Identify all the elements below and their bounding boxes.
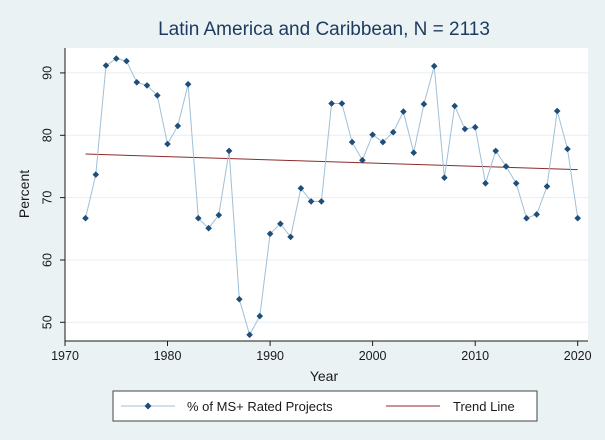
data-point bbox=[338, 100, 346, 107]
data-point bbox=[256, 312, 264, 320]
data-point bbox=[154, 92, 161, 99]
data-point bbox=[92, 171, 100, 178]
data-point bbox=[246, 331, 253, 339]
data-point bbox=[277, 220, 284, 228]
x-axis-title: Year bbox=[310, 368, 339, 384]
data-point bbox=[123, 57, 130, 65]
data-point bbox=[512, 180, 520, 187]
y-tick-label: 90 bbox=[40, 66, 54, 80]
data-point bbox=[410, 149, 417, 156]
data-point bbox=[318, 198, 325, 205]
data-point bbox=[307, 198, 315, 205]
legend-box bbox=[112, 390, 538, 422]
legend: % of MS+ Rated Projects Trend Line bbox=[112, 390, 538, 422]
legend-trend-label: Trend Line bbox=[453, 399, 515, 414]
data-point bbox=[553, 107, 561, 115]
data-point bbox=[369, 131, 376, 138]
data-point bbox=[143, 82, 151, 89]
trend-line bbox=[85, 153, 578, 171]
data-point bbox=[164, 140, 171, 148]
ticks-layer: 50 60 70 80 90 1970 1980 1990 2000 2010 2020 bbox=[40, 66, 591, 363]
data-point bbox=[389, 128, 397, 136]
data-point bbox=[471, 123, 479, 131]
data-point bbox=[266, 230, 274, 238]
data-point bbox=[215, 211, 223, 219]
data-point bbox=[328, 100, 335, 107]
y-axis-title: Percent bbox=[16, 170, 32, 218]
y-tick-label: 60 bbox=[40, 253, 54, 267]
legend-series-label: % of MS+ Rated Projects bbox=[187, 399, 333, 414]
data-point bbox=[482, 180, 489, 187]
data-point bbox=[236, 295, 243, 303]
data-point bbox=[543, 183, 551, 190]
data-point bbox=[564, 145, 571, 153]
data-point bbox=[451, 102, 458, 110]
data-point bbox=[133, 79, 141, 86]
x-tick-label: 1990 bbox=[256, 349, 284, 363]
data-point bbox=[379, 138, 387, 146]
data-point bbox=[492, 147, 499, 155]
data-point bbox=[359, 156, 366, 164]
y-tick-label: 50 bbox=[40, 315, 54, 329]
trend-layer bbox=[85, 153, 578, 171]
axes-layer bbox=[64, 48, 588, 342]
data-point bbox=[574, 214, 581, 222]
x-tick-label: 2000 bbox=[359, 349, 387, 363]
data-point bbox=[533, 211, 540, 218]
data-point bbox=[195, 214, 202, 222]
data-point bbox=[102, 62, 110, 69]
data-point bbox=[430, 62, 438, 70]
data-point bbox=[420, 100, 428, 108]
series-layer bbox=[82, 55, 581, 339]
chart-title: Latin America and Caribbean, N = 2113 bbox=[158, 19, 490, 40]
data-point bbox=[400, 108, 407, 115]
data-point bbox=[82, 214, 89, 222]
data-point bbox=[348, 138, 356, 146]
x-tick-label: 2010 bbox=[461, 349, 489, 363]
plot-area bbox=[65, 48, 588, 341]
data-point bbox=[184, 80, 192, 88]
data-point bbox=[225, 147, 233, 155]
data-point bbox=[205, 224, 212, 232]
data-point bbox=[523, 214, 530, 222]
data-point bbox=[502, 163, 510, 170]
y-tick-label: 80 bbox=[40, 128, 54, 142]
grid-layer bbox=[65, 72, 588, 323]
x-tick-label: 1980 bbox=[154, 349, 182, 363]
data-point bbox=[441, 174, 448, 181]
y-tick-label: 70 bbox=[40, 191, 54, 205]
data-point bbox=[113, 55, 120, 62]
x-tick-label: 1970 bbox=[51, 349, 79, 363]
data-point bbox=[174, 122, 182, 130]
legend-series-marker-swatch bbox=[144, 402, 152, 410]
data-point bbox=[297, 185, 305, 192]
data-point bbox=[287, 233, 294, 241]
x-tick-label: 2020 bbox=[564, 349, 592, 363]
data-point bbox=[461, 125, 469, 133]
